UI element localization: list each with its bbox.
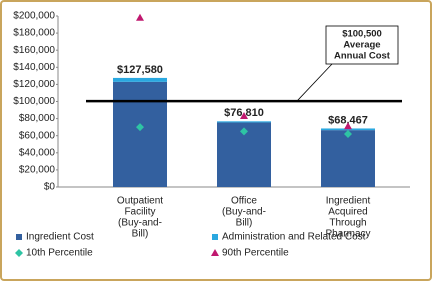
- percentile-marker: [344, 122, 352, 130]
- legend-label: Ingredient Cost: [26, 232, 94, 243]
- percentile-marker: [136, 13, 144, 21]
- bar-segment: [113, 81, 167, 187]
- y-tick-label: $80,000: [19, 113, 56, 124]
- percentile-marker: [344, 129, 352, 138]
- bar-segment: [321, 128, 375, 131]
- legend-label: 10th Percentile: [26, 248, 93, 259]
- y-tick-label: $200,000: [13, 11, 55, 22]
- x-tick-label: Office: [231, 196, 257, 207]
- x-tick-label: Acquired: [328, 207, 367, 218]
- total-label: $68,467: [328, 114, 368, 126]
- percentile-marker: [240, 112, 248, 120]
- y-tick-label: $180,000: [13, 28, 55, 39]
- x-tick-label: (Buy-and-: [222, 207, 266, 218]
- legend-label: Administration and Related Cost: [222, 232, 366, 243]
- percentile-marker: [136, 123, 144, 132]
- y-tick-label: $60,000: [19, 130, 56, 141]
- bar-segment: [321, 130, 375, 187]
- bar-segment: [217, 121, 271, 123]
- y-tick-label: $160,000: [13, 45, 55, 56]
- annotation-box: [325, 25, 399, 65]
- annotation-leader: [296, 63, 333, 102]
- y-tick-label: $120,000: [13, 79, 55, 90]
- annotation-text: $100,500: [342, 29, 382, 40]
- legend-label: 90th Percentile: [222, 248, 289, 259]
- x-tick-label: Ingredient: [326, 196, 371, 207]
- x-tick-label: (Buy-and-: [118, 218, 162, 229]
- legend-swatch: [212, 234, 218, 240]
- y-tick-label: $20,000: [19, 165, 56, 176]
- y-tick-label: $0: [44, 182, 56, 193]
- y-tick-label: $100,000: [13, 96, 55, 107]
- x-tick-label: Bill): [132, 229, 149, 240]
- x-tick-label: Facility: [124, 207, 155, 218]
- annotation-text: Annual Cost: [334, 51, 391, 62]
- x-tick-label: Bill): [236, 218, 253, 229]
- percentile-marker: [211, 249, 219, 256]
- legend-swatch: [16, 234, 22, 240]
- percentile-marker: [240, 127, 248, 136]
- annotation-text: Average: [343, 40, 380, 51]
- percentile-marker: [15, 249, 23, 257]
- x-tick-label: Pharmacy: [325, 229, 370, 240]
- y-tick-label: $140,000: [13, 62, 55, 73]
- x-tick-label: Outpatient: [117, 196, 163, 207]
- bar-segment: [113, 77, 167, 82]
- y-tick-label: $40,000: [19, 147, 56, 158]
- total-label: $127,580: [117, 64, 163, 76]
- x-tick-label: Through: [329, 218, 366, 229]
